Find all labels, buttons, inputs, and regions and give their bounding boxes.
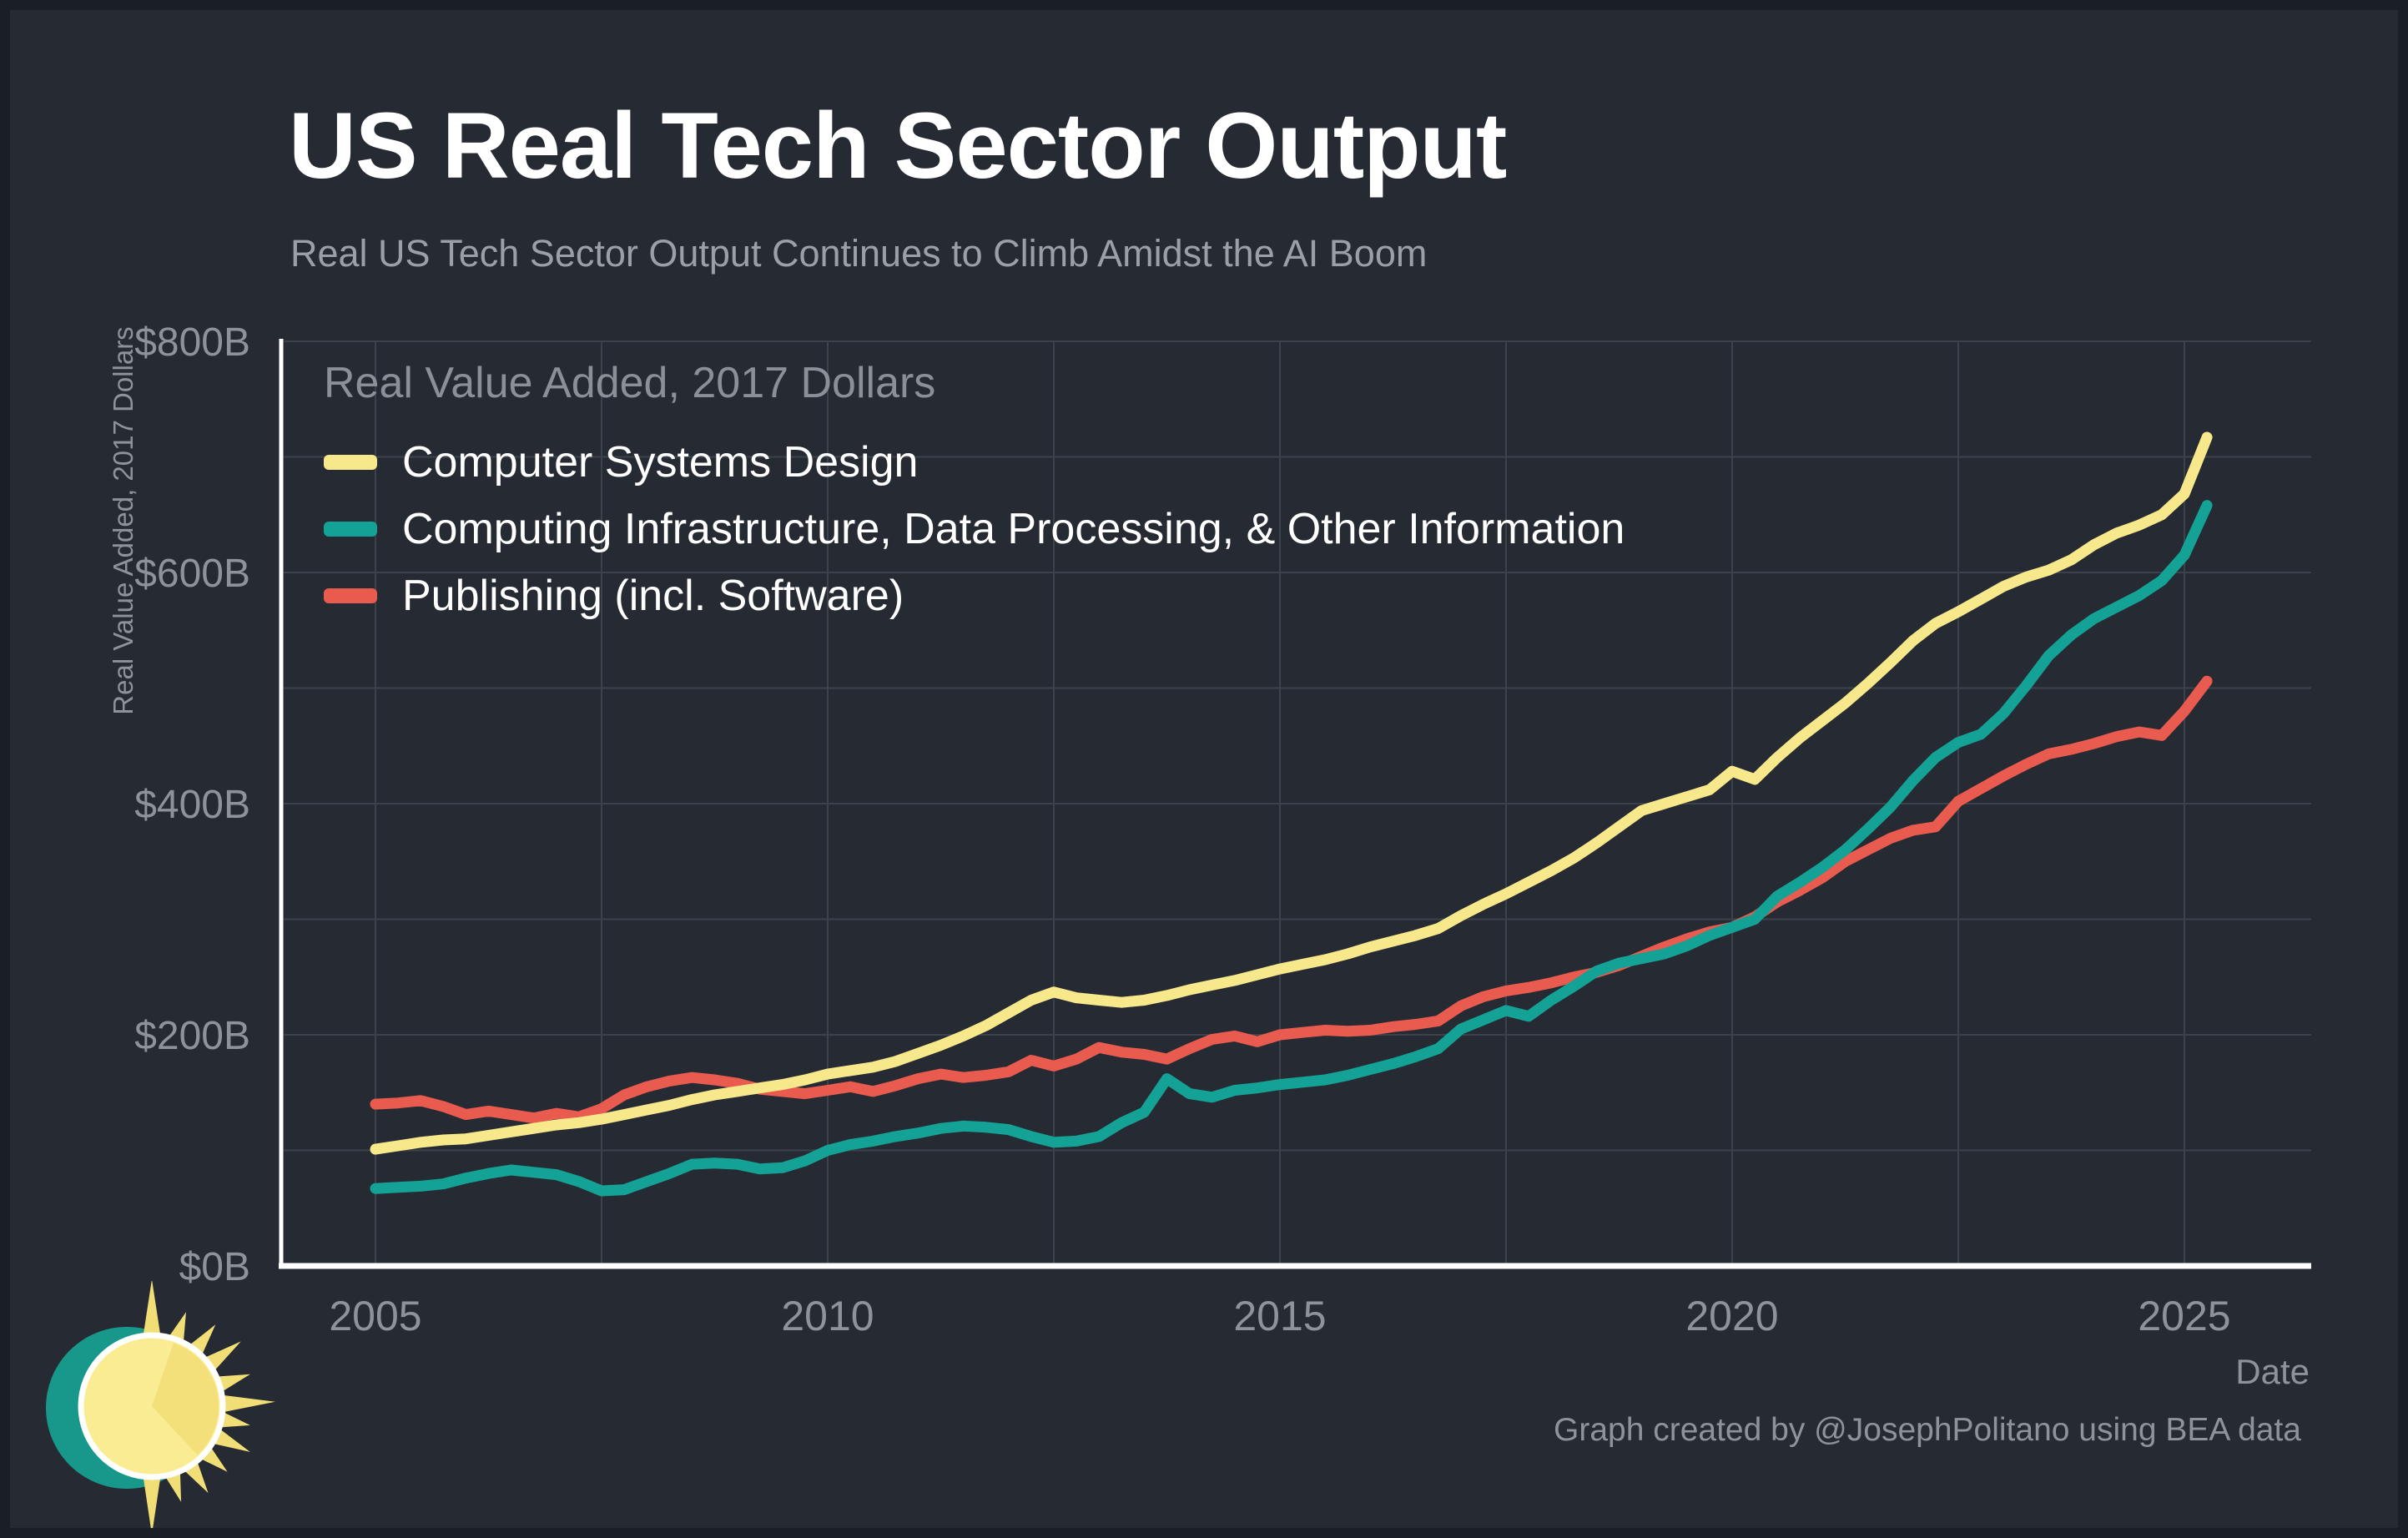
- page-title: US Real Tech Sector Output: [289, 93, 1507, 198]
- x-tick-label: 2015: [1233, 1293, 1326, 1339]
- y-tick-label: $200B: [134, 1014, 250, 1058]
- attribution: Graph created by @JosephPolitano using B…: [1554, 1412, 2301, 1448]
- x-axis-title: Date: [2235, 1352, 2310, 1391]
- x-tick-label: 2010: [781, 1293, 874, 1339]
- legend-item-computer-systems-design[interactable]: Computer Systems Design: [324, 429, 1625, 496]
- legend-item-publishing[interactable]: Publishing (incl. Software): [324, 562, 1625, 629]
- y-axis-title: Real Value Added, 2017 Dollars: [108, 326, 139, 715]
- y-tick-label: $0B: [179, 1245, 250, 1289]
- x-tick-label: 2025: [2138, 1293, 2230, 1339]
- legend-swatch-teal-icon: [324, 522, 377, 537]
- sun-logo: [46, 1281, 275, 1535]
- x-tick-label: 2020: [1685, 1293, 1778, 1339]
- page-subtitle: Real US Tech Sector Output Continues to …: [290, 232, 1428, 275]
- sun-ray: [215, 1394, 275, 1414]
- legend-swatch-red-icon: [324, 588, 377, 603]
- legend-item-computing-infrastructure[interactable]: Computing Infrastructure, Data Processin…: [324, 496, 1625, 562]
- series-line-publishing-incl-software: [370, 675, 2213, 1124]
- y-tick-label: $800B: [134, 320, 250, 365]
- sun-ray: [142, 1470, 162, 1535]
- x-tick-label: 2005: [329, 1293, 421, 1339]
- sun-ray: [142, 1281, 162, 1342]
- legend-title: Real Value Added, 2017 Dollars: [324, 359, 936, 407]
- legend-item-label: Computing Infrastructure, Data Processin…: [402, 505, 1625, 553]
- legend-item-label: Computer Systems Design: [402, 438, 919, 487]
- legend-swatch-yellow-icon: [324, 455, 377, 470]
- series-line-computer-systems-design: [370, 431, 2213, 1155]
- chart-legend: Real Value Added, 2017 Dollars Computer …: [324, 357, 1625, 629]
- series-line-computing-infrastructure-data-processing-other-information: [370, 500, 2213, 1197]
- sun-face-shade: [152, 1343, 219, 1455]
- legend-item-label: Publishing (incl. Software): [402, 572, 904, 620]
- y-tick-label: $400B: [134, 783, 250, 827]
- y-tick-label: $600B: [134, 552, 250, 596]
